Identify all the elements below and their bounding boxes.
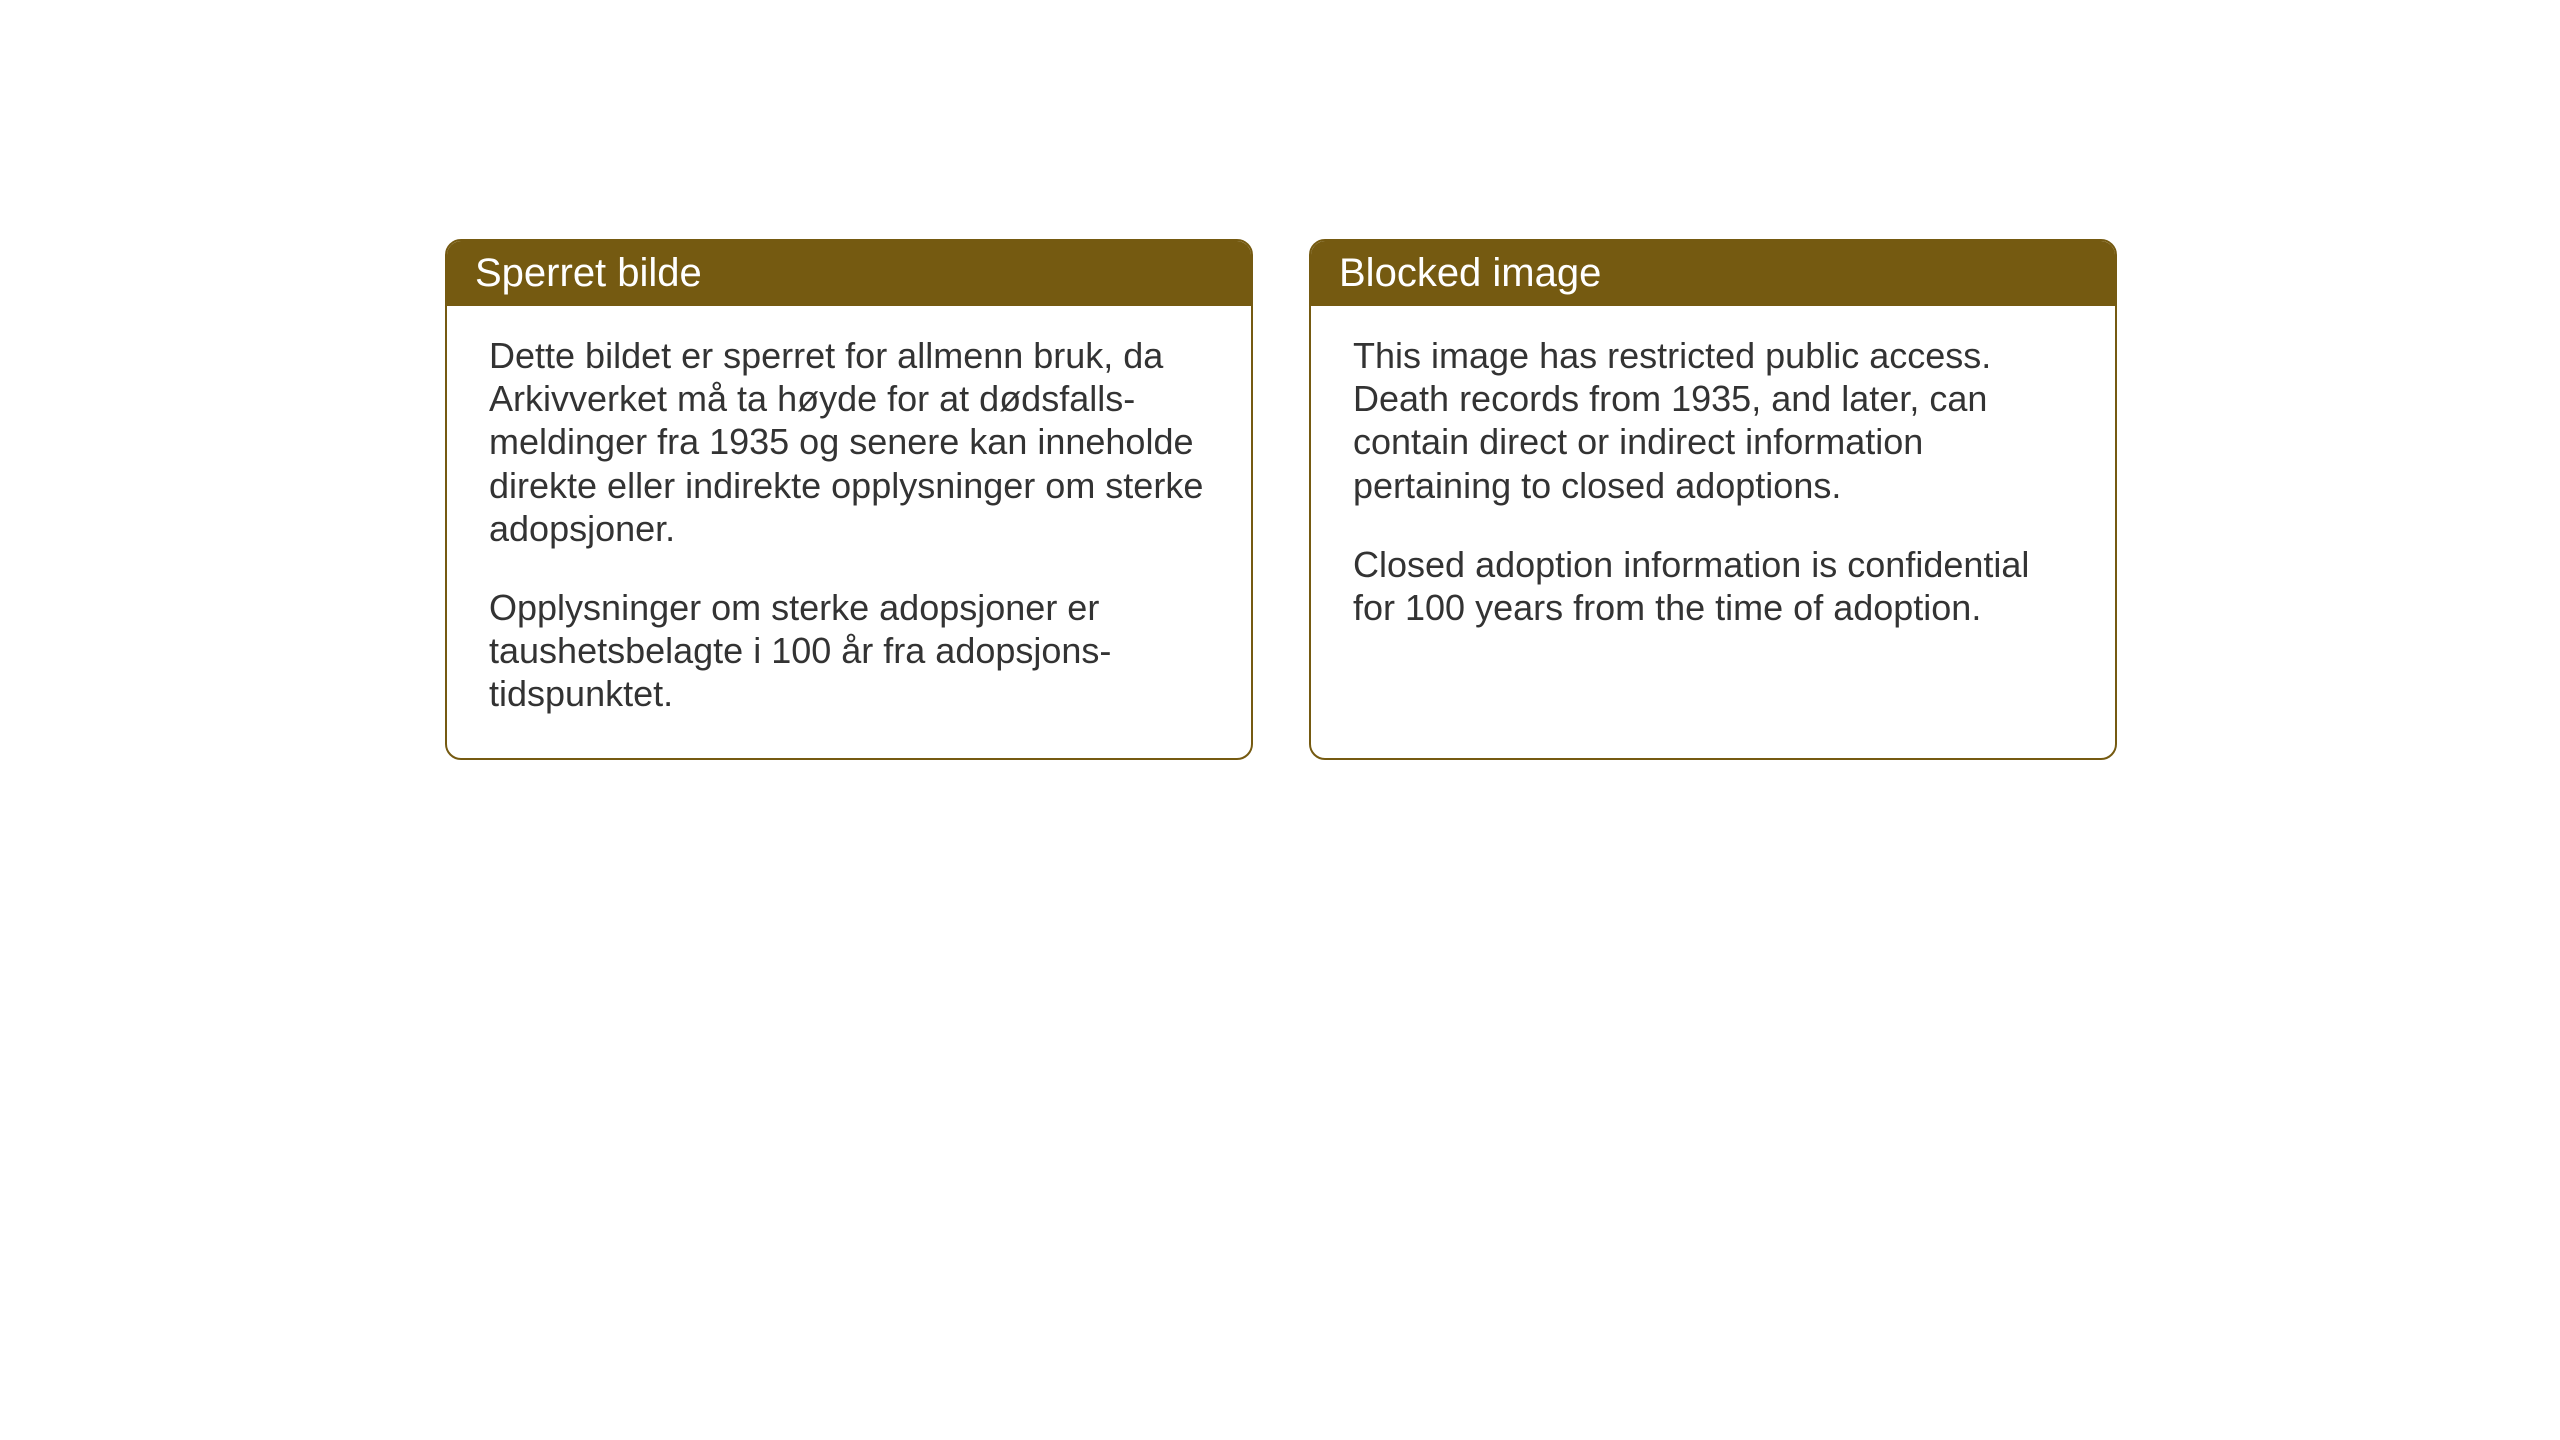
card-header-english: Blocked image xyxy=(1311,241,2115,306)
card-title-norwegian: Sperret bilde xyxy=(475,251,702,295)
card-paragraph1-english: This image has restricted public access.… xyxy=(1353,334,2073,507)
cards-container: Sperret bilde Dette bildet er sperret fo… xyxy=(445,239,2117,760)
card-body-norwegian: Dette bildet er sperret for allmenn bruk… xyxy=(447,306,1251,758)
card-paragraph2-norwegian: Opplysninger om sterke adopsjoner er tau… xyxy=(489,586,1209,716)
card-body-english: This image has restricted public access.… xyxy=(1311,306,2115,671)
card-title-english: Blocked image xyxy=(1339,251,1601,295)
card-english: Blocked image This image has restricted … xyxy=(1309,239,2117,760)
card-norwegian: Sperret bilde Dette bildet er sperret fo… xyxy=(445,239,1253,760)
card-paragraph2-english: Closed adoption information is confident… xyxy=(1353,543,2073,629)
card-paragraph1-norwegian: Dette bildet er sperret for allmenn bruk… xyxy=(489,334,1209,550)
card-header-norwegian: Sperret bilde xyxy=(447,241,1251,306)
